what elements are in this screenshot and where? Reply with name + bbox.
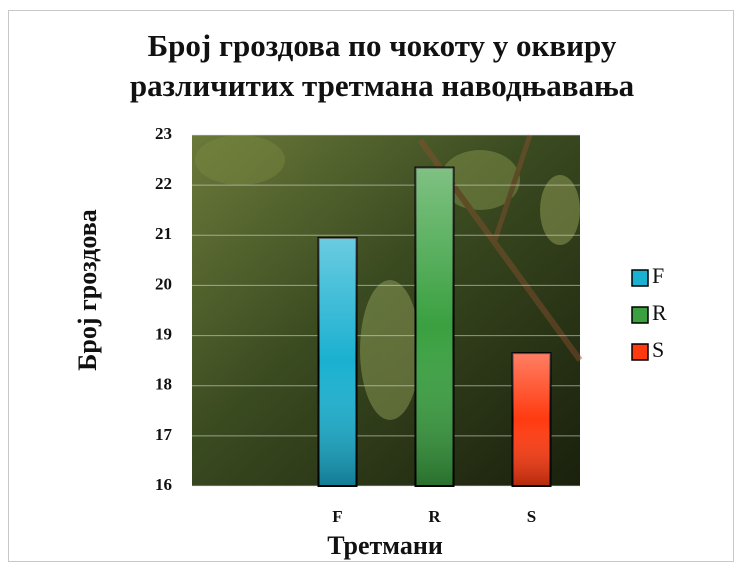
y-axis-title: Број гроздова	[73, 209, 102, 371]
y-tick-label: 20	[155, 274, 172, 293]
y-tick-label: 21	[155, 224, 172, 243]
legend-label: S	[652, 337, 664, 362]
legend-swatch	[631, 269, 649, 287]
y-tick-label: 18	[155, 375, 172, 394]
bar-shade	[415, 167, 454, 487]
frame	[8, 10, 734, 562]
background-decoration	[195, 134, 583, 420]
y-tick-label: 17	[155, 425, 173, 444]
x-tick-label: S	[527, 507, 536, 526]
legend-swatch	[631, 343, 649, 361]
legend-swatch	[631, 306, 649, 324]
y-tick-label: 22	[155, 174, 172, 193]
legend-label: F	[652, 263, 664, 288]
y-tick-label: 19	[155, 324, 172, 343]
x-axis-title: Третмани	[327, 531, 443, 560]
bar-shade	[512, 353, 551, 486]
bar-shade	[318, 237, 357, 486]
x-tick-label: F	[332, 507, 342, 526]
y-tick-label: 16	[155, 475, 172, 494]
chart-title: Број гроздова по чокоту у оквиру различи…	[129, 28, 635, 103]
legend-label: R	[652, 300, 667, 325]
x-tick-label: R	[428, 507, 441, 526]
y-tick-label: 23	[155, 124, 172, 143]
